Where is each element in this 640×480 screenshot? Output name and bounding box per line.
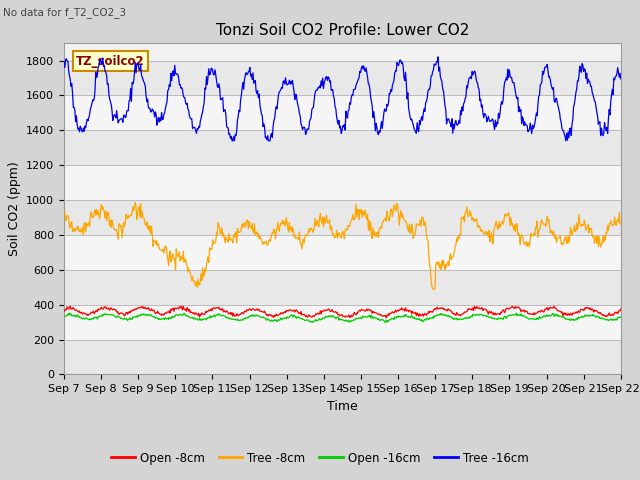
Legend: Open -8cm, Tree -8cm, Open -16cm, Tree -16cm: Open -8cm, Tree -8cm, Open -16cm, Tree -… bbox=[107, 447, 533, 469]
Text: No data for f_T2_CO2_3: No data for f_T2_CO2_3 bbox=[3, 7, 126, 18]
Bar bbox=[64, 270, 621, 305]
Bar bbox=[64, 60, 621, 96]
X-axis label: Time: Time bbox=[327, 400, 358, 413]
Bar bbox=[64, 200, 621, 235]
Bar bbox=[64, 131, 621, 165]
Y-axis label: Soil CO2 (ppm): Soil CO2 (ppm) bbox=[8, 161, 20, 256]
Bar bbox=[64, 305, 621, 339]
Bar bbox=[64, 339, 621, 374]
Bar bbox=[64, 96, 621, 131]
Title: Tonzi Soil CO2 Profile: Lower CO2: Tonzi Soil CO2 Profile: Lower CO2 bbox=[216, 23, 469, 38]
Bar bbox=[64, 235, 621, 270]
Text: TZ_soilco2: TZ_soilco2 bbox=[76, 55, 145, 68]
Bar bbox=[64, 165, 621, 200]
